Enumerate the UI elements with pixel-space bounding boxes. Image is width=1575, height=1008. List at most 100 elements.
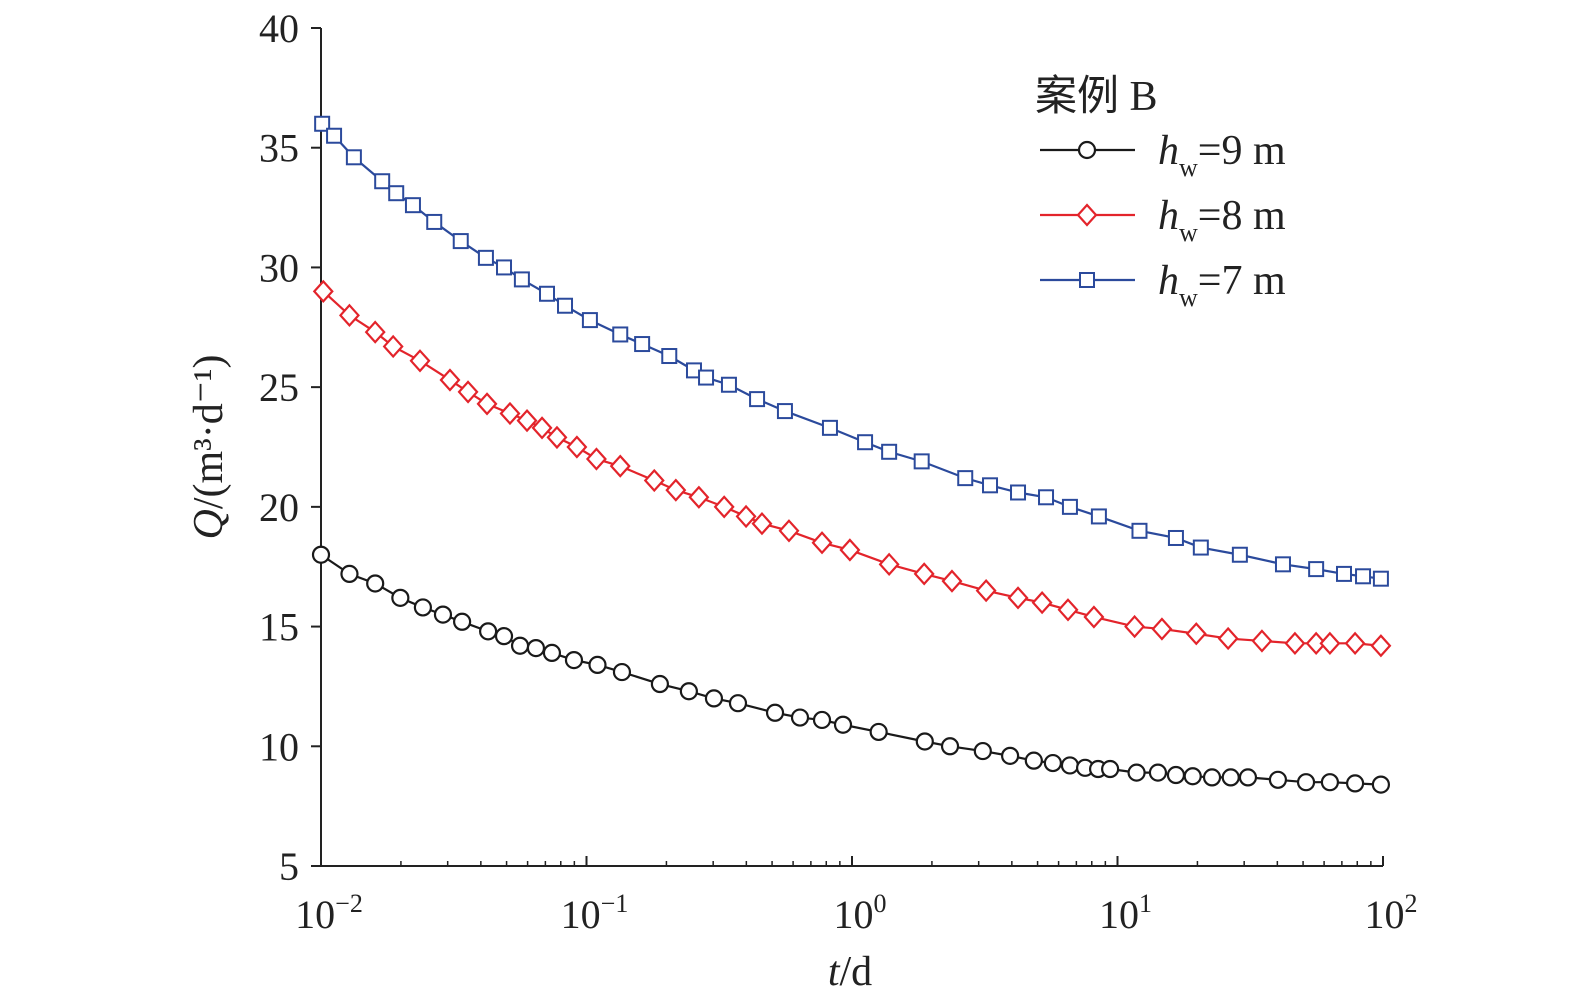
data-point-square (634, 336, 651, 353)
data-point-circle (453, 612, 472, 631)
y-tick-label: 10 (259, 724, 299, 769)
data-point-diamond (713, 495, 735, 519)
data-point-circle (1127, 763, 1146, 782)
data-point-circle (612, 662, 632, 682)
data-point-square (345, 149, 362, 166)
data-point-square (661, 348, 678, 365)
data-point-square (612, 326, 629, 343)
data-point-square (1355, 568, 1372, 585)
legend-entry: hw=7 m (1040, 258, 1286, 312)
y-tick-label: 30 (259, 245, 299, 290)
data-point-square (513, 271, 530, 288)
data-point-square (1192, 539, 1209, 556)
x-tick-exponent: −2 (335, 889, 363, 918)
data-point-square (452, 233, 469, 250)
data-point-diamond (439, 368, 461, 392)
y-tick-label: 40 (259, 6, 299, 51)
data-point-square (982, 477, 999, 494)
data-point-circle (1345, 774, 1365, 793)
data-point-circle (1238, 768, 1258, 787)
data-point-diamond (1217, 626, 1239, 651)
data-point-circle (812, 710, 832, 730)
data-point-diamond (665, 478, 687, 502)
y-tick-label: 35 (259, 126, 299, 171)
legend-label: hw=9 m (1158, 128, 1286, 182)
y-axis-title: Q/(m³·d⁻¹) (186, 355, 232, 540)
data-point-circle (1202, 768, 1222, 787)
x-axis-title-unit: /d (840, 949, 873, 995)
data-point-circle (679, 682, 698, 701)
data-point-diamond (839, 538, 861, 562)
data-point-diamond (1284, 631, 1306, 655)
data-point-diamond (1344, 631, 1366, 655)
x-tick-label: 102 (1365, 889, 1418, 937)
x-axis-title: t/d (828, 949, 872, 995)
data-point-square (1274, 556, 1291, 573)
data-point-diamond (941, 569, 963, 593)
legend: 案例 Bhw=9 m hw=8 m hw=7 m (1035, 73, 1286, 312)
y-tick-label: 20 (259, 485, 299, 530)
data-point-square (776, 403, 793, 420)
data-point-square (1131, 522, 1148, 539)
data-point-circle (704, 689, 724, 708)
data-point-circle (311, 545, 331, 564)
legend-entry: hw=9 m (1040, 128, 1286, 182)
x-tick-exponent: −1 (601, 889, 629, 918)
data-point-diamond (1057, 598, 1079, 622)
data-point-circle (1024, 751, 1043, 770)
data-point-diamond (778, 519, 800, 543)
data-point-diamond (1076, 203, 1098, 227)
data-point-diamond (1031, 590, 1053, 615)
x-tick-exponent: 1 (1139, 889, 1152, 918)
x-tick-base: 10 (1365, 892, 1405, 937)
data-point-diamond (338, 303, 360, 327)
data-point-circle (1183, 767, 1202, 786)
data-point-circle (564, 650, 584, 670)
data-point-circle (510, 636, 530, 655)
data-point-square (314, 115, 331, 132)
data-point-circle (1268, 770, 1288, 789)
series-markers (311, 115, 1392, 794)
data-point-circle (765, 703, 785, 722)
data-point-circle (973, 741, 992, 761)
data-point-diamond (975, 579, 997, 603)
data-point-diamond (382, 334, 404, 359)
data-point-circle (588, 655, 607, 674)
data-point-square (1335, 565, 1352, 582)
data-point-circle (833, 715, 853, 734)
data-point-square (1231, 546, 1248, 563)
legend-label: hw=7 m (1158, 258, 1286, 312)
data-point-diamond (751, 511, 773, 536)
data-point-circle (869, 722, 888, 742)
x-tick-base: 10 (561, 892, 601, 937)
data-point-diamond (1305, 631, 1327, 655)
data-point-diamond (585, 447, 607, 471)
series-line-3 (321, 122, 1382, 580)
data-point-circle (1148, 763, 1168, 782)
data-point-square (477, 249, 494, 266)
data-point-square (374, 173, 391, 190)
x-tick-label: 101 (1099, 889, 1152, 937)
data-point-diamond (1124, 614, 1146, 639)
data-point-diamond (546, 425, 568, 450)
data-point-square (821, 419, 838, 436)
series-line-2 (322, 290, 1382, 647)
data-point-diamond (735, 504, 757, 529)
data-point-square (1079, 272, 1095, 288)
data-point-square (326, 127, 343, 144)
x-tick-label: 10−2 (295, 889, 363, 937)
data-point-circle (1221, 768, 1240, 787)
data-point-circle (494, 627, 514, 646)
x-tick-base: 10 (295, 892, 335, 937)
data-point-diamond (688, 485, 710, 509)
data-point-square (957, 470, 974, 487)
data-point-square (1038, 489, 1055, 506)
data-point-circle (526, 639, 546, 658)
data-point-circle (1060, 756, 1080, 775)
x-tick-label: 10−1 (561, 889, 629, 937)
data-point-diamond (811, 531, 833, 555)
data-point-circle (1077, 140, 1097, 160)
data-point-square (1167, 529, 1184, 546)
data-point-circle (1371, 775, 1391, 794)
data-point-square (1308, 561, 1325, 578)
